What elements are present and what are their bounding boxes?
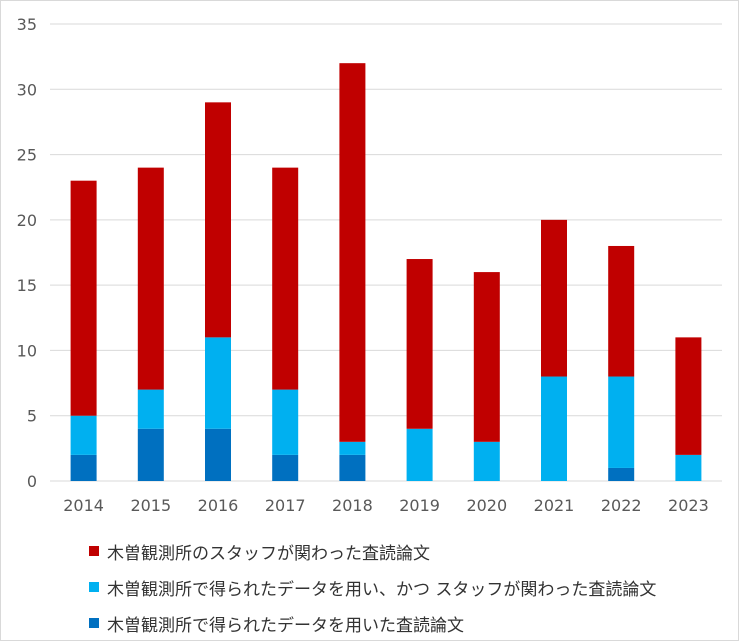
- bar-segment: [272, 167, 299, 390]
- legend: 木曽観測所のスタッフが関わった査読論文 木曽観測所で得られたデータを用い、かつ …: [89, 533, 656, 641]
- bar-segment: [205, 337, 231, 429]
- bar-segment: [272, 389, 299, 455]
- x-tick-label: 2021: [534, 496, 575, 515]
- bar-segment: [205, 428, 231, 481]
- y-tick-label: 5: [27, 407, 37, 426]
- y-tick-label: 35: [17, 15, 37, 34]
- stacked-bar-chart: 0 5 10 15 20 25 30 35 2014 2015 2016 2017 2018 2019 20…: [17, 15, 722, 515]
- y-tick-label: 25: [17, 146, 37, 165]
- bar-segment: [406, 428, 433, 481]
- bar-segment: [608, 245, 635, 377]
- x-tick-label: 2018: [332, 496, 373, 515]
- bar-segment: [541, 219, 567, 377]
- x-tick-label: 2015: [130, 496, 171, 515]
- bar-segment: [205, 102, 231, 338]
- legend-label-staff: 木曽観測所のスタッフが関わった査読論文: [107, 543, 430, 564]
- bar-segment: [473, 441, 500, 481]
- bar-segment: [473, 272, 500, 442]
- bar-segment: [608, 467, 635, 481]
- bar-segment: [608, 376, 635, 468]
- bar-segment: [137, 389, 164, 429]
- bar-segment: [339, 63, 366, 442]
- x-tick-label: 2023: [668, 496, 709, 515]
- bar-segment: [70, 180, 97, 416]
- bar-segment: [272, 454, 299, 481]
- bar-segment: [137, 167, 164, 390]
- legend-item-data: 木曽観測所で得られたデータを用いた査読論文: [89, 605, 656, 641]
- legend-swatch-data-and-staff: [89, 582, 99, 592]
- y-tick-label: 15: [17, 276, 37, 295]
- x-tick-label: 2020: [466, 496, 507, 515]
- x-tick-label: 2019: [399, 496, 440, 515]
- bar-segment: [675, 337, 702, 455]
- x-tick-label: 2017: [265, 496, 306, 515]
- bar-segment: [406, 259, 433, 429]
- bar-segment: [137, 428, 164, 481]
- bar-segment: [339, 454, 366, 481]
- x-tick-label: 2014: [63, 496, 104, 515]
- y-tick-label: 10: [17, 341, 37, 360]
- bar-segment: [339, 441, 366, 455]
- bar-segment: [70, 415, 97, 455]
- legend-label-data: 木曽観測所で得られたデータを用いた査読論文: [107, 615, 464, 636]
- x-tick-label: 2016: [198, 496, 239, 515]
- legend-swatch-data: [89, 618, 99, 628]
- legend-item-staff: 木曽観測所のスタッフが関わった査読論文: [89, 533, 656, 569]
- y-tick-label: 20: [17, 211, 37, 230]
- y-tick-label: 0: [27, 472, 37, 491]
- x-tick-label: 2022: [601, 496, 642, 515]
- bar-segment: [541, 376, 567, 481]
- legend-label-data-and-staff: 木曽観測所で得られたデータを用い、かつ スタッフが関わった査読論文: [107, 579, 657, 600]
- y-tick-label: 30: [17, 80, 37, 99]
- bar-segment: [70, 454, 97, 481]
- legend-item-data-and-staff: 木曽観測所で得られたデータを用い、かつ スタッフが関わった査読論文: [89, 569, 656, 605]
- bar-segment: [675, 454, 702, 481]
- legend-swatch-staff: [89, 546, 99, 556]
